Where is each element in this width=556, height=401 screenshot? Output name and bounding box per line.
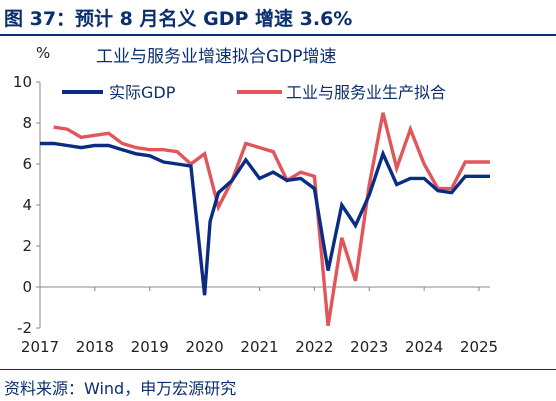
x-tick-label: 2021 <box>240 338 278 356</box>
x-tick-label: 2023 <box>350 338 388 356</box>
series-line-real-gdp <box>40 141 490 296</box>
legend-production-fit-label: 工业与服务业生产拟合 <box>286 83 446 102</box>
x-tick-label: 2020 <box>186 338 224 356</box>
y-tick-label: 4 <box>22 196 32 214</box>
figure-title: 图 37：预计 8 月名义 GDP 增速 3.6% <box>4 8 353 30</box>
y-tick-label: 2 <box>22 237 32 255</box>
x-tick-label: 2017 <box>21 338 59 356</box>
legend-real-gdp-label: 实际GDP <box>109 83 176 102</box>
x-tick-label: 2024 <box>405 338 443 356</box>
chart-title: 工业与服务业增速拟合GDP增速 <box>96 47 337 67</box>
y-tick-label: 0 <box>22 278 32 296</box>
y-tick-label: 6 <box>22 155 32 173</box>
y-tick-label: -2 <box>17 319 32 337</box>
figure-header: 图 37：预计 8 月名义 GDP 增速 3.6% <box>0 0 556 36</box>
x-tick-label: 2025 <box>460 338 498 356</box>
legend: 实际GDP 工业与服务业生产拟合 <box>62 83 446 102</box>
y-tick-label: 10 <box>13 73 32 91</box>
series-line-production-fit <box>53 112 490 327</box>
series-layer <box>40 112 490 327</box>
chart: % 工业与服务业增速拟合GDP增速 -2 0 2 4 6 8 10 2017 2018 2019 2… <box>13 44 498 356</box>
x-tick-label: 2022 <box>295 338 333 356</box>
y-axis-label: % <box>36 44 50 62</box>
source-note: 资料来源：Wind，申万宏源研究 <box>4 379 237 398</box>
x-tick-label: 2018 <box>76 338 114 356</box>
footer-divider <box>0 369 556 370</box>
x-tick-label: 2019 <box>131 338 169 356</box>
axes: -2 0 2 4 6 8 10 2017 2018 2019 2020 2021 2022 2023 202… <box>13 73 498 356</box>
y-tick-label: 8 <box>22 114 32 132</box>
